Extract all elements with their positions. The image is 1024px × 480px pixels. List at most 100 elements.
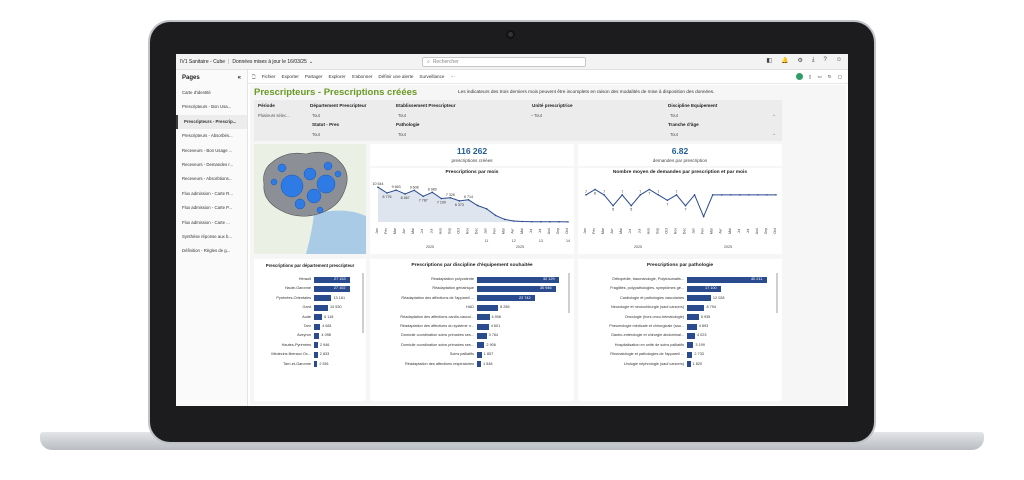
bar[interactable] (477, 285, 556, 292)
bar[interactable] (477, 304, 499, 311)
data-point[interactable] (503, 218, 506, 221)
bar[interactable] (477, 361, 481, 368)
data-point[interactable] (666, 199, 669, 202)
bar[interactable] (314, 304, 328, 311)
page-item[interactable]: Receveurs - Absorbtions... (182, 176, 233, 182)
data-point[interactable] (404, 193, 406, 195)
bar[interactable] (477, 342, 485, 349)
data-point[interactable] (449, 196, 452, 199)
copilot-icon[interactable] (795, 73, 803, 80)
collapse-icon[interactable]: « (237, 75, 241, 81)
data-point[interactable] (540, 220, 542, 223)
bar[interactable] (477, 295, 536, 302)
data-point[interactable] (639, 194, 642, 196)
data-point[interactable] (648, 188, 651, 191)
bar[interactable] (687, 351, 693, 358)
page-item[interactable]: Prescripteurs - Prescrip... (176, 114, 247, 130)
chevron-down-icon[interactable]: ⌄ (308, 58, 314, 65)
more-button[interactable]: ··· (450, 74, 456, 79)
data-point[interactable] (521, 220, 524, 223)
data-point[interactable] (458, 200, 461, 202)
watch-button[interactable]: Surveillance (419, 74, 445, 79)
data-point[interactable] (512, 220, 515, 222)
data-point[interactable] (377, 186, 379, 188)
bar[interactable] (314, 342, 318, 349)
data-point[interactable] (684, 204, 687, 207)
chart-demandes-moyen[interactable]: Nombre moyen de demandes par prescriptio… (578, 168, 782, 254)
scrollbar[interactable] (776, 273, 778, 313)
data-point[interactable] (775, 194, 777, 196)
data-point[interactable] (413, 189, 415, 192)
bar[interactable] (687, 304, 705, 311)
share-button[interactable]: Partager (304, 74, 323, 79)
data-point[interactable] (739, 194, 741, 196)
bar[interactable] (477, 323, 489, 330)
filter-statut[interactable]: Tout (312, 132, 320, 137)
refresh-icon[interactable]: ↻ (827, 73, 832, 79)
data-point[interactable] (476, 204, 479, 207)
data-point[interactable] (386, 192, 388, 194)
data-point[interactable] (485, 207, 488, 210)
bar[interactable] (687, 276, 767, 283)
bar[interactable] (687, 323, 697, 330)
download-icon[interactable]: ⤓ (811, 57, 815, 63)
data-point[interactable] (558, 221, 560, 223)
filter-periode[interactable]: Plusieurs sélec... (258, 113, 290, 118)
filter-age[interactable]: Tout (670, 132, 678, 137)
view-icon[interactable]: ▭ (817, 73, 822, 79)
data-point[interactable] (729, 194, 732, 196)
bar[interactable] (687, 285, 722, 292)
data-update-note[interactable]: Données mises à jour le 16/03/25 (232, 58, 307, 65)
page-item[interactable]: Flux admission - Carte ... (182, 219, 230, 225)
search-input[interactable]: ⌕ Rechercher (422, 57, 586, 67)
panel-icon[interactable]: ◧ (766, 58, 772, 64)
page-item[interactable]: Prescripteurs - Bon Usa... (182, 104, 232, 110)
bar[interactable] (314, 332, 320, 339)
page-item[interactable]: Receveurs - Demandes r... (182, 161, 234, 167)
bar[interactable] (314, 323, 321, 330)
data-point[interactable] (612, 204, 614, 207)
bar[interactable] (314, 276, 350, 283)
page-item[interactable]: Receveurs - Bon Usage ... (182, 147, 233, 153)
bar[interactable] (314, 285, 350, 292)
data-point[interactable] (467, 199, 470, 201)
bar[interactable] (477, 276, 559, 283)
data-point[interactable] (531, 220, 533, 223)
comment-icon[interactable]: ▢ (837, 73, 842, 79)
data-point[interactable] (766, 194, 768, 196)
chart-prescriptions-discipline[interactable]: Prescriptions par discipline d'équipemen… (370, 259, 574, 401)
alert-button[interactable]: Définir une alerte (378, 74, 414, 79)
bar[interactable] (687, 342, 694, 349)
chart-prescriptions-departement[interactable]: Prescriptions par département prescripte… (254, 259, 366, 401)
bar[interactable] (687, 332, 695, 339)
bar[interactable] (687, 314, 699, 321)
data-point[interactable] (440, 197, 443, 200)
page-item[interactable]: Définition - Règles de g... (182, 248, 231, 254)
notification-icon[interactable]: 🔔 (780, 58, 789, 64)
filter-unite[interactable]: Tout (534, 113, 542, 118)
data-point[interactable] (594, 188, 596, 191)
export-menu[interactable]: Exporter (281, 74, 299, 79)
page-item[interactable]: Prescripteurs - Absorbés... (182, 133, 233, 139)
explore-button[interactable]: Explorer (328, 74, 346, 79)
chart-prescriptions-mois[interactable]: Prescriptions par mois 10 544 8 776 9 663 8… (370, 168, 574, 254)
bar[interactable] (314, 314, 323, 321)
data-point[interactable] (621, 194, 623, 196)
help-icon[interactable]: ? (823, 57, 827, 63)
data-point[interactable] (711, 194, 714, 196)
data-point[interactable] (585, 194, 587, 196)
data-point[interactable] (422, 195, 425, 198)
bar[interactable] (477, 314, 490, 321)
page-item[interactable]: Flux admission - Carte R... (182, 190, 233, 196)
bar[interactable] (687, 361, 691, 368)
page-item[interactable]: Flux admission - Carte P... (182, 205, 233, 211)
data-point[interactable] (630, 204, 633, 207)
data-point[interactable] (702, 215, 705, 218)
data-point[interactable] (567, 221, 569, 223)
data-point[interactable] (395, 189, 397, 191)
data-point[interactable] (603, 194, 605, 196)
scrollbar[interactable] (568, 273, 570, 313)
scrollbar[interactable] (362, 273, 364, 333)
breadcrumb[interactable]: IV1 Sanitaire - Cube (180, 58, 226, 65)
gear-icon[interactable]: ⚙ (797, 58, 803, 64)
